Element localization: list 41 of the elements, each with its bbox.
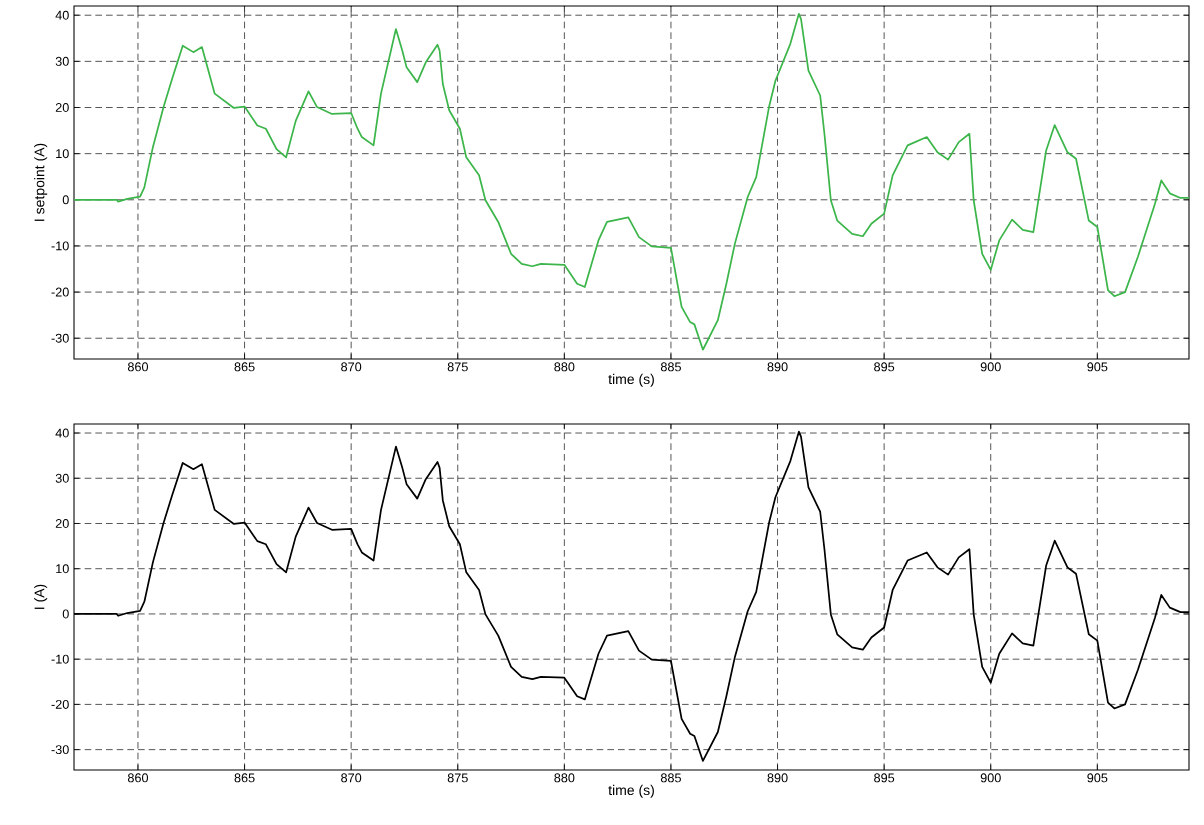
line-series	[74, 12, 1189, 351]
y-tick-label: 20	[55, 519, 69, 528]
y-tick-label: -10	[51, 654, 69, 664]
x-tick-label: 885	[660, 362, 681, 372]
x-tick-label: 900	[980, 362, 1001, 372]
y-tick-label: 40	[55, 10, 69, 20]
y-tick-label: 10	[56, 564, 69, 574]
y-tick-label: 30	[55, 473, 69, 483]
y-tick-label: -20	[51, 287, 69, 297]
y-axis-title: I (A)	[34, 584, 48, 609]
x-tick-label: 895	[874, 773, 895, 783]
x-tick-label: 905	[1087, 362, 1108, 372]
x-tick-label: 890	[767, 362, 788, 372]
x-tick-label: 880	[554, 773, 575, 783]
x-tick-label: 900	[980, 773, 1001, 783]
x-tick-label: 865	[234, 773, 255, 783]
x-tick-label: 860	[127, 773, 149, 783]
y-axis-title: I setpoint (A)	[34, 143, 48, 221]
y-tick-label: 20	[55, 103, 69, 112]
y-tick-label: 30	[55, 56, 69, 66]
x-tick-label: 895	[874, 362, 895, 372]
x-tick-label: 875	[447, 773, 468, 783]
y-tick-label: -30	[51, 333, 69, 343]
x-tick-label: 880	[554, 362, 575, 372]
x-axis-title: time (s)	[608, 373, 654, 387]
y-tick-label: -30	[51, 745, 69, 755]
x-tick-label: 885	[660, 773, 681, 783]
x-tick-label: 865	[234, 362, 255, 372]
x-tick-label: 870	[341, 362, 362, 372]
y-tick-label: 0	[62, 609, 69, 619]
y-tick-label: 40	[55, 428, 69, 438]
y-tick-label: 10	[56, 149, 69, 159]
x-tick-label: 870	[341, 773, 362, 783]
x-tick-label: 860	[127, 362, 149, 372]
y-tick-label: -10	[51, 241, 69, 251]
x-tick-label: 875	[447, 362, 468, 372]
x-tick-label: 905	[1087, 773, 1108, 783]
x-axis-title: time (s)	[608, 784, 654, 798]
y-tick-label: 0	[62, 195, 69, 205]
y-tick-label: -20	[51, 699, 69, 709]
x-tick-label: 890	[767, 773, 788, 783]
